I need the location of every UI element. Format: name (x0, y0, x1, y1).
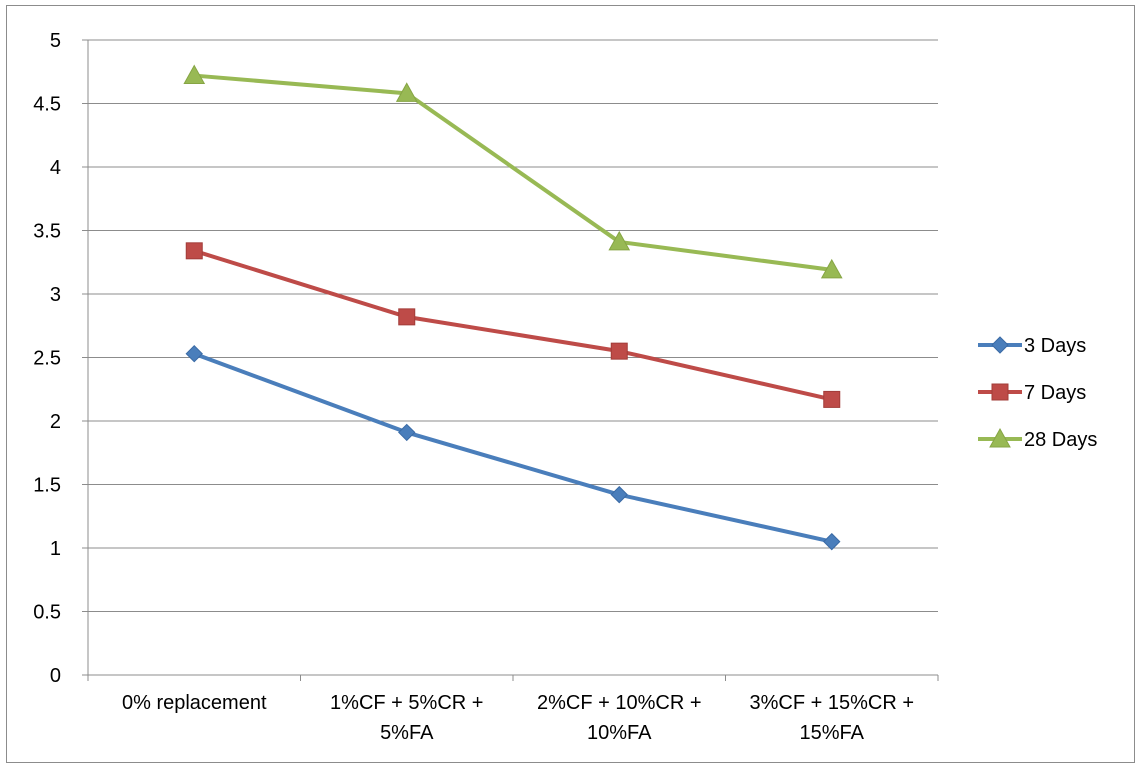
legend-item: 3 Days (978, 335, 1086, 357)
y-tick-label: 4 (50, 157, 61, 179)
y-tick-label: 5 (50, 30, 61, 52)
y-tick-label: 2.5 (33, 348, 61, 370)
series-line (193, 351, 833, 544)
x-tick-label-line: 0% replacement (122, 692, 267, 714)
data-point-marker (608, 230, 631, 251)
x-tick-label-line: 2%CF + 10%CR + (537, 692, 702, 714)
data-point-marker (185, 242, 203, 260)
y-tick-label: 4.5 (33, 94, 61, 116)
series-line (194, 73, 833, 272)
x-tick-label-line: 15%FA (800, 722, 865, 744)
x-tick-label: 2%CF + 10%CR + 10%FA (537, 692, 702, 744)
y-tick-label: 3 (50, 284, 61, 306)
legend-marker (991, 336, 1009, 354)
x-tick-label: 0% replacement (122, 692, 267, 714)
y-tick-label: 2 (50, 411, 61, 433)
series-7-days (185, 242, 841, 408)
data-point-marker (823, 532, 841, 551)
y-tick-label: 0.5 (33, 602, 61, 624)
legend-item: 7 Days (978, 382, 1086, 404)
legend-label: 7 Days (1024, 382, 1086, 404)
data-point-marker (398, 308, 416, 326)
legend: 3 Days 7 Days 28 Days (978, 335, 1097, 451)
legend-marker (989, 427, 1011, 448)
x-tick-label-line: 10%FA (587, 722, 652, 744)
y-tick-label: 1 (50, 538, 61, 560)
y-tick-label: 0 (50, 665, 61, 687)
x-axis-tick-labels: 0% replacement 1%CF + 5%CR + 5%FA 2%CF + 10… (122, 692, 914, 744)
axes (82, 39, 939, 681)
data-point-marker (183, 64, 206, 85)
series-28-days (183, 64, 843, 279)
series-lines (183, 64, 843, 551)
data-point-marker (610, 342, 628, 360)
data-point-marker (610, 485, 628, 504)
series-3-days (185, 344, 841, 551)
series-line (193, 248, 833, 402)
x-tick-label-line: 5%FA (380, 722, 434, 744)
legend-item: 28 Days (978, 427, 1097, 451)
x-tick-label: 3%CF + 15%CR + 15%FA (749, 692, 914, 744)
y-tick-label: 3.5 (33, 221, 61, 243)
gridlines (88, 39, 938, 612)
y-axis-tick-labels: 0 0.5 1 1.5 2 2.5 3 3.5 4 4.5 5 (33, 30, 61, 687)
y-tick-label: 1.5 (33, 475, 61, 497)
data-point-marker (820, 258, 843, 279)
x-tick-label-line: 1%CF + 5%CR + (330, 692, 483, 714)
legend-marker (991, 383, 1009, 401)
data-point-marker (398, 423, 416, 442)
x-tick-label: 1%CF + 5%CR + 5%FA (330, 692, 483, 744)
data-point-marker (823, 390, 841, 408)
legend-label: 28 Days (1024, 429, 1097, 451)
legend-label: 3 Days (1024, 335, 1086, 357)
x-tick-label-line: 3%CF + 15%CR + (749, 692, 914, 714)
data-point-marker (395, 82, 418, 102)
chart-area (6, 5, 1135, 763)
data-point-marker (185, 344, 203, 363)
